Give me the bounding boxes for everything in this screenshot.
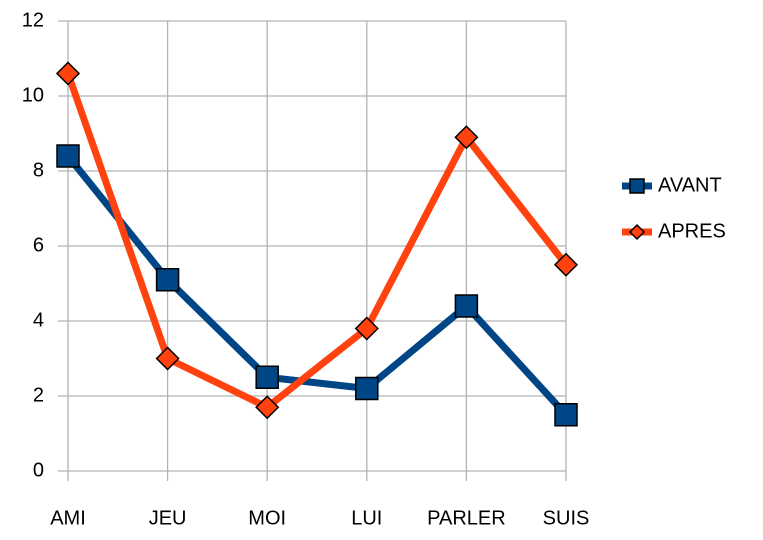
- x-tick-label: SUIS: [543, 507, 590, 529]
- x-tick-label: LUI: [351, 507, 382, 529]
- legend-label: AVANT: [658, 174, 722, 196]
- data-point: [255, 395, 280, 420]
- y-tick-label: 2: [33, 384, 44, 406]
- x-tick-label: MOI: [248, 507, 286, 529]
- data-point: [554, 403, 578, 427]
- data-point: [454, 294, 479, 318]
- x-tick-label: JEU: [149, 507, 187, 529]
- data-point: [354, 316, 379, 341]
- data-point: [155, 268, 180, 292]
- data-point: [55, 61, 81, 86]
- y-tick-label: 12: [22, 9, 44, 31]
- y-tick-label: 0: [33, 459, 44, 481]
- data-point: [355, 376, 379, 401]
- x-tick-label: AMI: [50, 507, 86, 529]
- y-tick-label: 6: [33, 234, 44, 256]
- series-line: [64, 72, 569, 411]
- data-point: [255, 365, 279, 389]
- y-tick-label: 8: [33, 159, 44, 181]
- series-line: [65, 153, 569, 418]
- data-point: [553, 252, 579, 277]
- legend-marker: [628, 223, 646, 241]
- legend-marker: [629, 178, 645, 194]
- data-point: [56, 144, 80, 168]
- y-tick-label: 4: [33, 309, 44, 331]
- x-tick-label: PARLER: [427, 507, 506, 529]
- legend-label: APRES: [658, 220, 726, 242]
- data-point: [454, 125, 479, 150]
- data-point: [155, 346, 180, 371]
- y-tick-label: 10: [22, 84, 44, 106]
